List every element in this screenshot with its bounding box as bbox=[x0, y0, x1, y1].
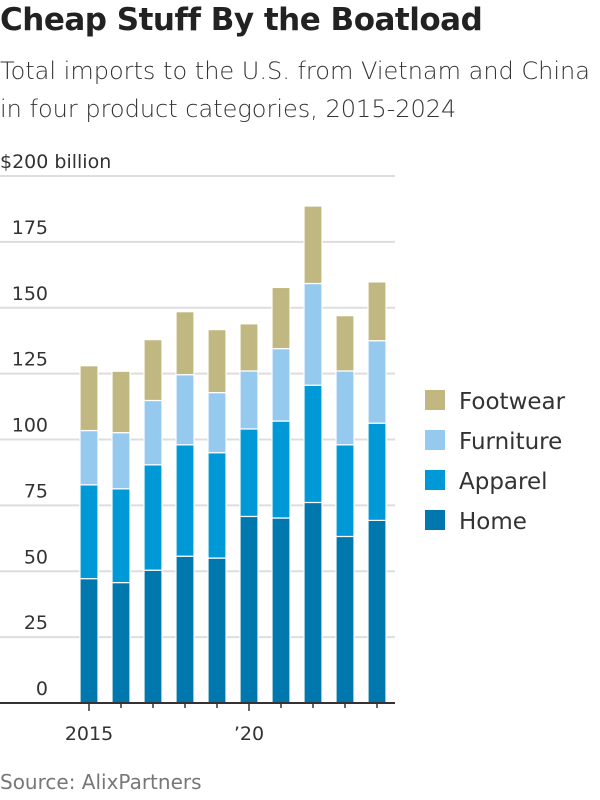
y-tick-label: 100 bbox=[12, 415, 48, 437]
y-tick-label: 175 bbox=[12, 217, 48, 239]
x-tick-label: 2015 bbox=[65, 723, 113, 745]
bar-segment-apparel-2022 bbox=[303, 384, 323, 504]
bar-segment-furniture-2024 bbox=[367, 340, 387, 424]
bar-segment-footwear-2016 bbox=[111, 370, 131, 434]
bar-segment-footwear-2017 bbox=[143, 339, 163, 402]
bar-segment-apparel-2021 bbox=[271, 420, 291, 519]
bar-segment-apparel-2015 bbox=[79, 484, 99, 580]
bar-segment-furniture-2023 bbox=[335, 370, 355, 446]
bar-segment-home-2018 bbox=[175, 555, 195, 704]
bar-segment-footwear-2020 bbox=[239, 323, 259, 372]
y-tick-label: 25 bbox=[24, 612, 48, 634]
y-axis-label: $200 billion bbox=[0, 151, 111, 173]
y-tick-label: 0 bbox=[36, 678, 48, 700]
y-tick-label: 75 bbox=[24, 480, 48, 502]
bar-segment-apparel-2016 bbox=[111, 488, 131, 584]
bar-segment-footwear-2019 bbox=[207, 329, 227, 394]
legend-swatch-furniture bbox=[425, 430, 445, 450]
bar-segment-apparel-2019 bbox=[207, 452, 227, 559]
y-tick-label: 125 bbox=[12, 349, 48, 371]
legend-swatch-home bbox=[425, 510, 445, 530]
y-tick-label: 50 bbox=[24, 546, 48, 568]
bar-segment-furniture-2022 bbox=[303, 282, 323, 386]
bar-segment-footwear-2023 bbox=[335, 315, 355, 372]
legend-label-home: Home bbox=[459, 509, 527, 535]
bar-segment-footwear-2022 bbox=[303, 205, 323, 285]
source-note: Source: AlixPartners bbox=[0, 770, 202, 794]
bar-segment-home-2015 bbox=[79, 578, 99, 704]
x-tick-label: ’20 bbox=[234, 723, 264, 745]
bar-segment-home-2022 bbox=[303, 501, 323, 704]
bar-segment-apparel-2023 bbox=[335, 444, 355, 538]
bar-segment-footwear-2015 bbox=[79, 365, 99, 432]
bar-segment-home-2021 bbox=[271, 517, 291, 704]
chart-title: Cheap Stuff By the Boatload bbox=[0, 2, 483, 38]
legend-swatch-apparel bbox=[425, 470, 445, 490]
bar-segment-apparel-2017 bbox=[143, 464, 163, 571]
bar-segment-apparel-2018 bbox=[175, 444, 195, 557]
bar-segment-footwear-2018 bbox=[175, 311, 195, 376]
bar-segment-furniture-2016 bbox=[111, 432, 131, 490]
legend-label-footwear: Footwear bbox=[459, 389, 566, 415]
legend-label-furniture: Furniture bbox=[459, 429, 562, 455]
bar-segment-furniture-2020 bbox=[239, 370, 259, 430]
bar-segment-home-2020 bbox=[239, 515, 259, 704]
bar-segment-footwear-2021 bbox=[271, 286, 291, 350]
legend-swatch-footwear bbox=[425, 390, 445, 410]
bar-segment-home-2019 bbox=[207, 557, 227, 704]
chart-subtitle: Total imports to the U.S. from Vietnam a… bbox=[0, 57, 590, 123]
legend-label-apparel: Apparel bbox=[459, 469, 548, 495]
bar-segment-home-2023 bbox=[335, 535, 355, 704]
bar-segment-furniture-2018 bbox=[175, 374, 195, 446]
bar-segment-home-2024 bbox=[367, 519, 387, 704]
bar-segment-furniture-2021 bbox=[271, 347, 291, 422]
bar-segment-apparel-2020 bbox=[239, 428, 259, 518]
y-tick-label: 150 bbox=[12, 283, 48, 305]
bar-segment-footwear-2024 bbox=[367, 281, 387, 342]
bar-segment-home-2017 bbox=[143, 569, 163, 704]
bar-segment-furniture-2017 bbox=[143, 399, 163, 466]
bar-segment-furniture-2019 bbox=[207, 391, 227, 454]
bar-segment-home-2016 bbox=[111, 581, 131, 704]
bar-segment-furniture-2015 bbox=[79, 429, 99, 486]
bar-segment-apparel-2024 bbox=[367, 422, 387, 521]
